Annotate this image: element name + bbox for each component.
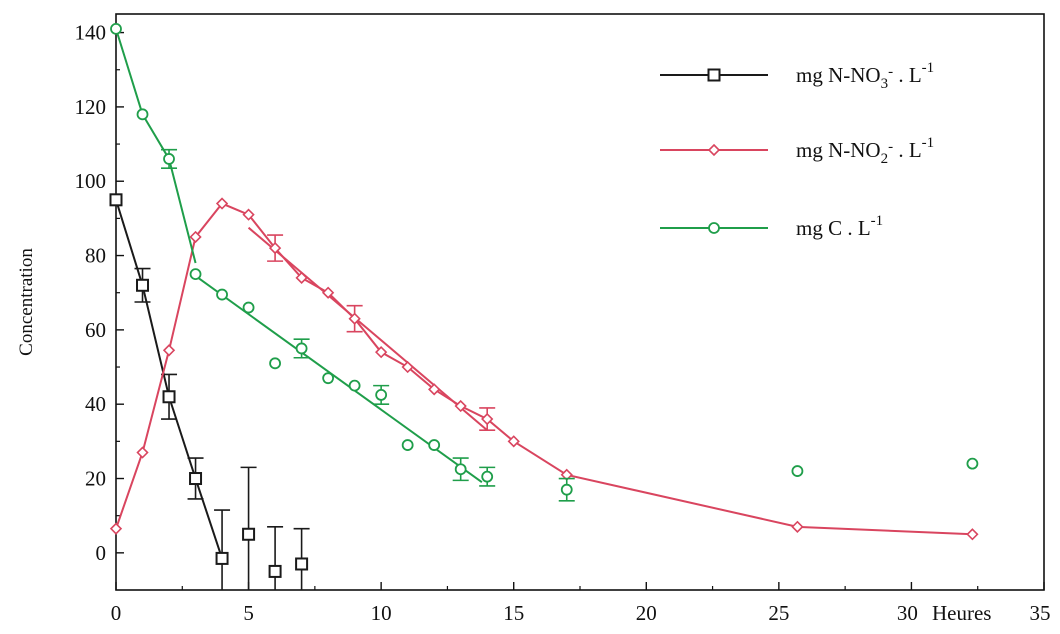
y-tick-label: 0 [96,541,107,565]
data-point-carbon [481,470,494,483]
data-point-nitrate [215,551,229,565]
data-point-nitrite [268,241,282,255]
data-point-carbon [216,288,228,301]
series-line-carbon [115,28,197,264]
y-tick-label: 140 [75,21,107,45]
y-tick-label: 40 [85,392,106,416]
x-tick-label: 10 [371,601,392,625]
data-point-carbon [163,153,175,165]
series-line-carbon [194,275,483,484]
data-point-carbon [269,357,281,370]
data-point-carbon [791,465,804,477]
axes: 0 5 10 15 20 25 30 35 0 20 40 60 80 100 120 140 Concentr… [16,13,1051,625]
x-tick-label: 0 [111,601,122,625]
y-tick-label: 120 [75,95,107,119]
legend-text: mg N-NO [796,63,881,87]
data-point-nitrite [348,312,361,325]
y-tick-label: 60 [85,318,106,342]
legend-marker-nitrate [707,68,721,82]
legend-sup: -1 [922,135,935,151]
series-line-nitrite [247,226,488,431]
data-point-carbon [322,372,335,385]
x-tick-label: 35 [1030,601,1051,625]
data-point-carbon [454,463,467,476]
data-point-nitrite [136,446,149,459]
series-carbon [110,22,979,502]
data-point-carbon [242,301,255,314]
data-point-nitrate [268,564,282,578]
data-point-nitrate [189,472,203,486]
legend-label-carbon: mg C . L-1 [796,213,883,240]
data-point-nitrate [136,278,150,292]
data-point-carbon [295,342,308,355]
data-point-nitrate [162,390,176,404]
x-axis-label: Heures [932,601,991,625]
data-point-nitrate [295,557,309,571]
legend-sub: 2 [881,151,889,167]
x-tick-label: 20 [636,601,657,625]
data-point-nitrite [481,412,494,426]
legend: mg N-NO3- . L-1mg N-NO2- . L-1mg C . L-1 [660,60,934,240]
data-point-nitrite [507,435,520,448]
legend-text: mg C [796,216,842,240]
legend-sup: -1 [922,60,935,76]
data-point-nitrite [162,344,176,357]
data-point-carbon [348,379,361,392]
data-point-nitrite [321,286,335,299]
data-point-nitrite [401,360,414,374]
legend-label-nitrite: mg N-NO2- . L-1 [796,135,934,167]
data-point-nitrite [791,520,804,533]
data-point-carbon [136,108,149,121]
legend-text: . L [893,138,922,162]
x-tick-label: 5 [243,601,254,625]
legend-marker-nitrite [707,143,721,157]
series-nitrite [109,197,979,541]
y-axis-label: Concentration [16,248,37,356]
data-point-carbon [110,22,122,35]
legend-marker-carbon [708,222,720,234]
data-point-carbon [401,439,414,451]
legend-text: . L [893,63,922,87]
x-tick-label: 30 [897,601,918,625]
data-point-nitrate [109,193,123,207]
legend-sup: -1 [871,213,884,229]
x-tick-label: 25 [768,601,789,625]
plot-frame [115,13,1045,591]
data-point-nitrite [428,383,441,396]
data-point-nitrite [215,197,229,210]
y-tick-label: 100 [75,169,107,193]
data-point-nitrite [295,271,308,284]
data-point-nitrite [189,230,202,244]
data-point-nitrite [109,522,123,535]
data-point-carbon [189,268,202,281]
y-tick-label: 80 [85,244,106,268]
legend-sup: - [888,64,893,80]
legend-text: . L [842,216,871,240]
legend-sup: - [888,139,893,155]
data-point-carbon [428,439,441,451]
y-tick-label: 20 [85,467,106,491]
legend-label-nitrate: mg N-NO3- . L-1 [796,60,934,92]
legend-sub: 3 [881,76,889,92]
data-point-carbon [375,389,388,401]
x-tick-label: 15 [503,601,524,625]
data-point-carbon [560,483,573,496]
data-point-nitrite [966,528,979,541]
data-point-nitrite [454,399,467,413]
data-point-nitrite [242,208,255,221]
data-point-nitrate [242,527,256,541]
data-point-carbon [966,457,979,470]
series-layer [109,22,979,590]
series-nitrate [109,193,310,590]
legend-text: mg N-NO [796,138,881,162]
series-line-nitrite [115,202,973,536]
data-point-nitrite [375,346,388,359]
